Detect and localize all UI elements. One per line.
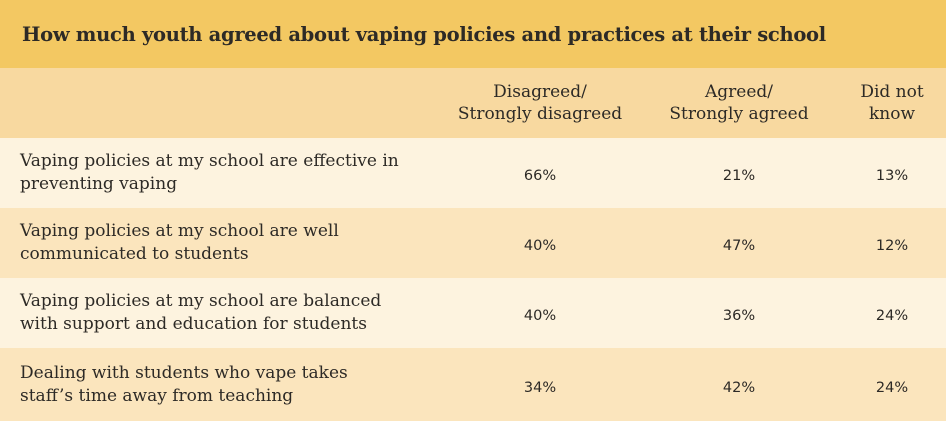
cell-value: 24% — [875, 379, 909, 396]
table-body: Vaping policies at my school are effecti… — [0, 138, 946, 421]
column-header-line: Disagreed/ — [493, 82, 587, 102]
column-header-line: Did not — [860, 82, 924, 102]
cell-value: 12% — [875, 238, 909, 254]
cell-value: 66% — [523, 168, 557, 184]
row-label-line: Vaping policies at my school are effecti… — [20, 151, 399, 171]
row-label: Vaping policies at my school are well com… — [0, 208, 440, 278]
cell-value: 24% — [875, 308, 909, 324]
cell-value: 34% — [523, 379, 557, 396]
cell-value: 21% — [722, 168, 756, 184]
table-row: Vaping policies at my school are balance… — [0, 278, 946, 348]
row-label-line: preventing vaping — [20, 174, 178, 194]
table-title: How much youth agreed about vaping polic… — [0, 0, 946, 68]
column-header-line: Strongly agreed — [669, 104, 809, 124]
row-label: Dealing with students who vape takes staf… — [0, 348, 440, 421]
row-label-line: communicated to students — [20, 244, 249, 264]
cell-value: 42% — [722, 379, 756, 396]
row-label-line: with support and education for students — [20, 314, 367, 334]
table-row: Vaping policies at my school are effecti… — [0, 138, 946, 208]
row-label: Vaping policies at my school are effecti… — [0, 138, 440, 208]
cell-value: 40% — [523, 308, 557, 324]
column-header: Agreed/Strongly agreed — [640, 68, 838, 138]
table-row: Vaping policies at my school are well com… — [0, 208, 946, 278]
cell-value: 13% — [875, 168, 909, 184]
column-header: Did not know — [838, 68, 946, 138]
data-table: Disagreed/Strongly disagreed Agreed/Stron… — [0, 68, 946, 421]
column-header: Disagreed/Strongly disagreed — [440, 68, 640, 138]
header-corner — [0, 68, 440, 138]
cell-value: 40% — [523, 238, 557, 254]
row-label: Vaping policies at my school are balance… — [0, 278, 440, 348]
column-header-line: know — [868, 104, 916, 124]
row-label-line: Vaping policies at my school are well — [20, 221, 339, 241]
row-label-line: Vaping policies at my school are balance… — [20, 291, 382, 311]
cell-value: 47% — [722, 238, 756, 254]
cell-value: 36% — [722, 308, 756, 324]
row-label-line: staff’s time away from teaching — [20, 385, 294, 406]
table-row: Dealing with students who vape takes staf… — [0, 348, 946, 421]
column-header-line: Agreed/ — [704, 82, 774, 102]
header-row: Disagreed/Strongly disagreed Agreed/Stron… — [0, 68, 946, 138]
column-header-line: Strongly disagreed — [457, 104, 623, 124]
row-label-line: Dealing with students who vape takes — [20, 362, 348, 383]
